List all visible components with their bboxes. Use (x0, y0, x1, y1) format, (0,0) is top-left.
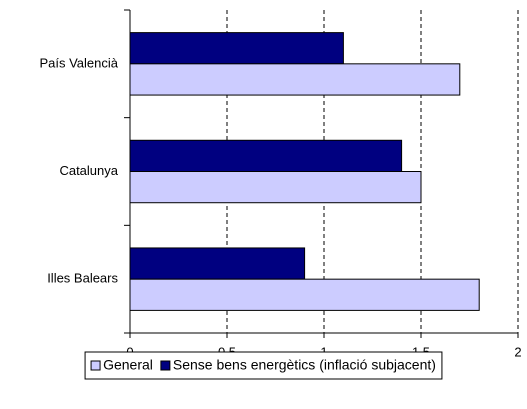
y-tick-label: País Valencià (39, 55, 118, 70)
bar (129, 32, 344, 65)
legend-swatch (90, 360, 101, 371)
legend-label: Sense bens energètics (inflació subjacen… (173, 357, 436, 373)
bar (129, 171, 422, 204)
x-tick-label: 2 (514, 344, 521, 359)
bar (129, 63, 461, 96)
legend: General Sense bens energètics (inflació s… (84, 351, 443, 380)
y-tick-label: Catalunya (59, 163, 118, 178)
legend-label: General (103, 357, 153, 373)
y-tick-label: Illes Balears (47, 271, 118, 286)
legend-swatch (160, 360, 171, 371)
bar (129, 139, 403, 173)
legend-box (84, 351, 443, 380)
bar (129, 278, 480, 311)
bar (129, 247, 306, 280)
